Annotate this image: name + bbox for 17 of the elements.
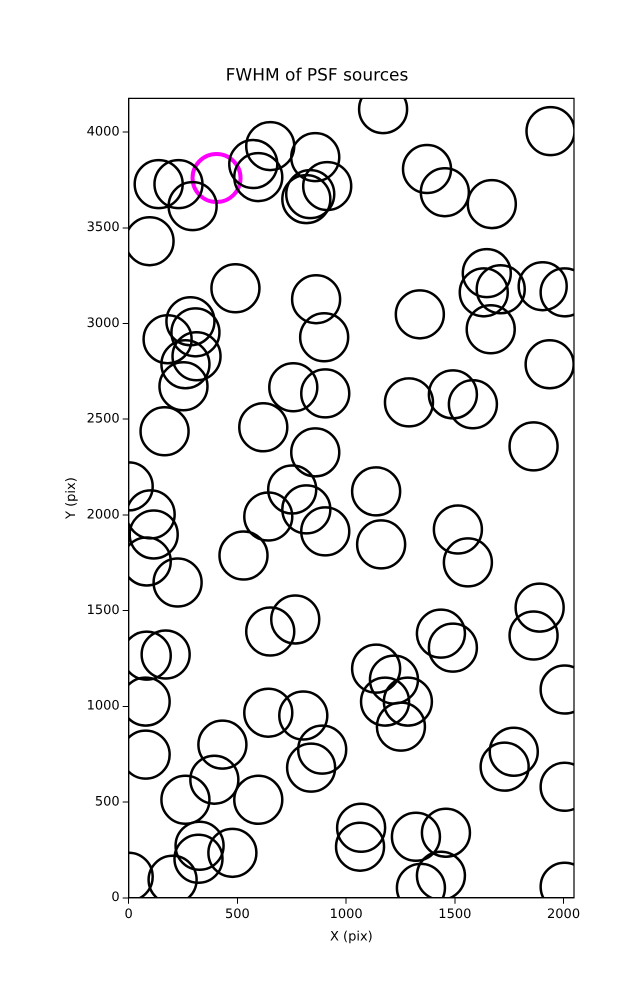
- y-tick-label: 2000: [86, 507, 120, 522]
- chart-title: FWHM of PSF sources: [226, 66, 409, 86]
- x-tick-label: 500: [224, 906, 250, 922]
- y-axis-title: Y (pix): [64, 477, 80, 520]
- x-tick-label: 1000: [330, 906, 363, 922]
- x-tick-label: 0: [124, 906, 133, 922]
- y-tick-label: 1000: [86, 698, 120, 714]
- x-tick-label: 1500: [438, 906, 472, 922]
- y-tick-label: 4000: [86, 124, 120, 140]
- x-tick-label: 2000: [547, 906, 580, 922]
- y-tick-label: 3500: [86, 220, 120, 236]
- x-axis-title: X (pix): [330, 930, 373, 945]
- y-tick-label: 500: [94, 794, 120, 810]
- y-tick-label: 0: [111, 890, 120, 906]
- y-tick-label: 3000: [86, 316, 120, 331]
- y-tick-label: 1500: [86, 603, 120, 618]
- y-tick-label: 2500: [86, 412, 120, 427]
